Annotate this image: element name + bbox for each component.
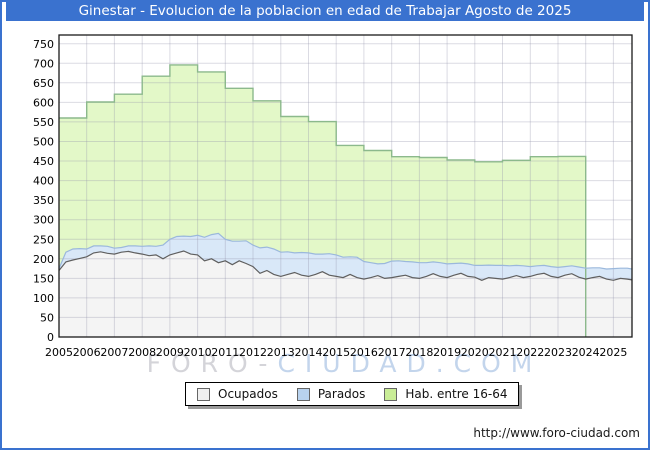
svg-text:2007: 2007 (100, 346, 128, 359)
svg-text:2010: 2010 (184, 346, 212, 359)
svg-text:2021: 2021 (489, 346, 517, 359)
axis-labels: 0 50 100 150 200 250 300 350 400 450 500 550 600 650 7… (33, 38, 627, 359)
svg-text:2009: 2009 (156, 346, 184, 359)
svg-text:200: 200 (33, 253, 54, 266)
svg-text:150: 150 (33, 272, 54, 285)
svg-text:750: 750 (33, 38, 54, 51)
legend-item-ocupados: Ocupados (197, 387, 278, 401)
chart-legend: Ocupados Parados Hab. entre 16-64 (185, 382, 520, 406)
svg-text:50: 50 (40, 311, 54, 324)
source-url-text[interactable]: http://www.foro-ciudad.com (473, 426, 640, 440)
svg-text:2025: 2025 (599, 346, 627, 359)
ocupados-swatch-icon (197, 387, 210, 401)
svg-text:2016: 2016 (350, 346, 378, 359)
svg-text:2006: 2006 (73, 346, 101, 359)
svg-text:2005: 2005 (45, 346, 73, 359)
legend-item-hab-16-64: Hab. entre 16-64 (384, 387, 507, 401)
svg-text:2018: 2018 (405, 346, 433, 359)
svg-text:2020: 2020 (461, 346, 489, 359)
svg-text:2011: 2011 (211, 346, 239, 359)
svg-text:300: 300 (33, 214, 54, 227)
svg-text:100: 100 (33, 292, 54, 305)
ocupados-line (58, 250, 633, 281)
hab-16-64-line (59, 64, 587, 337)
svg-text:550: 550 (33, 116, 54, 129)
svg-text:2008: 2008 (128, 346, 156, 359)
svg-text:2024: 2024 (572, 346, 600, 359)
svg-text:250: 250 (33, 233, 54, 246)
svg-text:2022: 2022 (516, 346, 544, 359)
legend-item-parados: Parados (296, 387, 366, 401)
hab-16-64-swatch-icon (384, 387, 398, 401)
gridlines (59, 35, 632, 337)
svg-text:500: 500 (33, 136, 54, 149)
svg-text:2023: 2023 (544, 346, 572, 359)
svg-text:2014: 2014 (295, 346, 323, 359)
svg-text:450: 450 (33, 155, 54, 168)
legend-label-ocupados: Ocupados (218, 387, 278, 401)
legend-label-parados: Parados (317, 387, 366, 401)
svg-text:700: 700 (33, 57, 54, 70)
svg-text:2017: 2017 (378, 346, 406, 359)
svg-text:0: 0 (47, 331, 54, 344)
parados-line (58, 232, 633, 270)
chart-title-bar: Ginestar - Evolucion de la poblacion en … (6, 2, 644, 21)
svg-text:650: 650 (33, 77, 54, 90)
plot-border (58, 34, 633, 338)
svg-text:2015: 2015 (322, 346, 350, 359)
svg-text:2019: 2019 (433, 346, 461, 359)
svg-text:600: 600 (33, 96, 54, 109)
svg-text:2012: 2012 (239, 346, 267, 359)
legend-label-hab-16-64: Hab. entre 16-64 (405, 387, 508, 401)
svg-text:2013: 2013 (267, 346, 295, 359)
svg-text:400: 400 (33, 175, 54, 188)
ocupados-area (59, 251, 632, 337)
parados-swatch-icon (296, 387, 310, 401)
svg-text:350: 350 (33, 194, 54, 207)
